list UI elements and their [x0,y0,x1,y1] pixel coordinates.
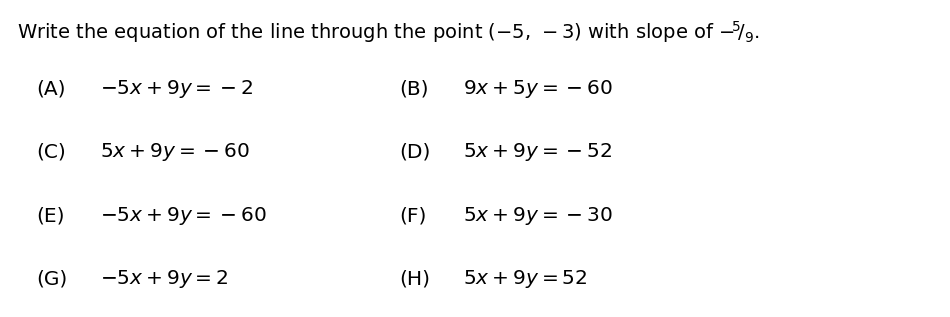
Text: $5x + 9y = -52$: $5x + 9y = -52$ [463,141,612,163]
Text: (E): (E) [36,206,65,225]
Text: (A): (A) [36,79,66,98]
Text: (D): (D) [399,143,430,162]
Text: Write the equation of the line through the point $(-5,\,-3)$ with slope of $-\!{: Write the equation of the line through t… [17,19,760,45]
Text: (B): (B) [399,79,428,98]
Text: (H): (H) [399,269,430,288]
Text: $-5x + 9y = -2$: $-5x + 9y = -2$ [100,78,253,100]
Text: $9x + 5y = -60$: $9x + 5y = -60$ [463,78,613,100]
Text: $5x + 9y = -60$: $5x + 9y = -60$ [100,141,250,163]
Text: $-5x + 9y = -60$: $-5x + 9y = -60$ [100,204,266,227]
Text: $5x + 9y = -30$: $5x + 9y = -30$ [463,204,613,227]
Text: (G): (G) [36,269,67,288]
Text: (F): (F) [399,206,427,225]
Text: $5x + 9y = 52$: $5x + 9y = 52$ [463,268,587,290]
Text: $-5x + 9y = 2$: $-5x + 9y = 2$ [100,268,228,290]
Text: (C): (C) [36,143,66,162]
